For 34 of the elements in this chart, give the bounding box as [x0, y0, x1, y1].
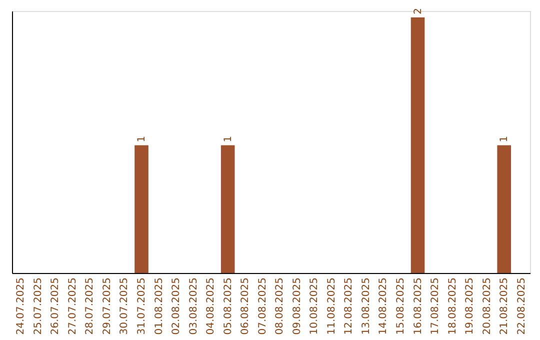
x-tick-label: 18.08.2025 — [447, 278, 458, 335]
data-label: 2 — [412, 8, 424, 14]
x-tick-label: 17.08.2025 — [430, 278, 442, 335]
x-tick-label: 04.08.2025 — [206, 278, 217, 335]
x-tick-label: 01.08.2025 — [154, 278, 165, 335]
x-tick-label: 12.08.2025 — [344, 278, 355, 335]
x-tick-label: 16.08.2025 — [412, 278, 424, 335]
x-tick-label: 26.07.2025 — [50, 278, 62, 335]
x-tick-label: 21.08.2025 — [499, 278, 510, 335]
x-tick-label: 10.08.2025 — [309, 278, 320, 335]
x-tick-label: 03.08.2025 — [188, 278, 200, 335]
x-tick-label: 05.08.2025 — [222, 278, 234, 335]
data-label: 1 — [136, 136, 148, 142]
x-tick-label: 25.07.2025 — [32, 278, 44, 335]
data-label: 1 — [222, 136, 234, 142]
x-tick-label: 14.08.2025 — [378, 278, 390, 335]
x-tick-label: 09.08.2025 — [292, 278, 303, 335]
x-tick-label: 27.07.2025 — [67, 278, 78, 335]
x-tick-label: 06.08.2025 — [240, 278, 252, 335]
x-tick-label: 20.08.2025 — [482, 278, 493, 335]
x-tick-label: 19.08.2025 — [464, 278, 476, 335]
x-tick-label: 31.07.2025 — [136, 278, 148, 335]
x-tick-label: 28.07.2025 — [84, 278, 96, 335]
x-tick-label: 29.07.2025 — [102, 278, 113, 335]
data-label: 1 — [499, 136, 510, 142]
x-tick-label: 22.08.2025 — [516, 278, 528, 335]
x-tick-label: 13.08.2025 — [360, 278, 372, 335]
x-tick-label: 15.08.2025 — [396, 278, 406, 335]
x-tick-label: 08.08.2025 — [274, 278, 286, 335]
x-tick-label: 30.07.2025 — [119, 278, 130, 335]
x-tick-label: 11.08.2025 — [326, 278, 338, 335]
x-tick-label: 24.07.2025 — [16, 278, 27, 335]
x-tick-label: 02.08.2025 — [171, 278, 182, 335]
x-tick-label: 07.08.2025 — [257, 278, 268, 335]
